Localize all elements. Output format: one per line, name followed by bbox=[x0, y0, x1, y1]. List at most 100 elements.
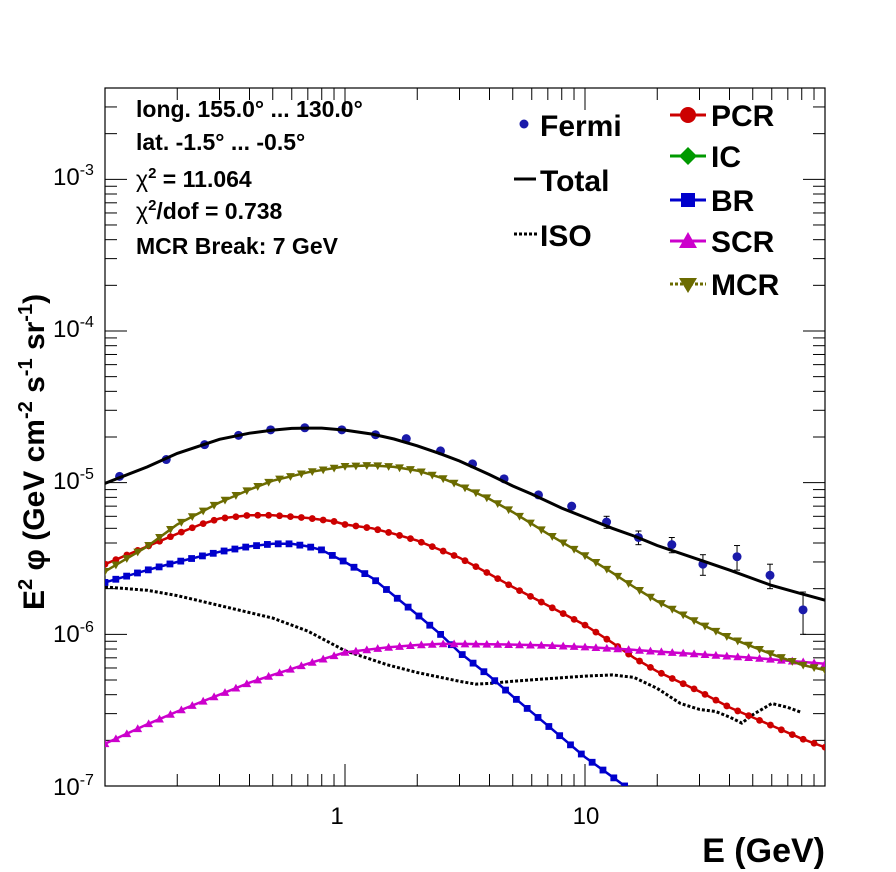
series-pcr bbox=[105, 511, 825, 751]
marker-scr bbox=[678, 648, 688, 657]
marker-scr bbox=[351, 646, 361, 655]
marker-mcr bbox=[471, 489, 481, 498]
marker-mcr bbox=[286, 473, 295, 481]
marker-br bbox=[588, 758, 596, 766]
marker-br bbox=[491, 677, 499, 685]
marker-scr bbox=[105, 739, 110, 748]
marker-mcr bbox=[624, 580, 634, 588]
marker-br bbox=[144, 566, 152, 574]
marker-br bbox=[123, 572, 131, 580]
legend-label-total: Total bbox=[540, 165, 609, 198]
marker-br bbox=[285, 540, 293, 548]
marker-br bbox=[231, 545, 239, 553]
marker-scr bbox=[569, 642, 579, 650]
marker-mcr bbox=[667, 605, 677, 614]
marker-br bbox=[621, 782, 629, 786]
data-point-fermi bbox=[798, 605, 808, 615]
marker-pcr bbox=[788, 731, 796, 738]
marker-scr bbox=[427, 639, 437, 648]
marker-mcr bbox=[722, 633, 732, 641]
marker-mcr bbox=[416, 468, 426, 477]
marker-scr bbox=[471, 639, 481, 648]
marker-mcr bbox=[678, 611, 688, 620]
data-point-fermi bbox=[567, 501, 577, 511]
marker-pcr bbox=[363, 524, 371, 531]
marker-pcr bbox=[647, 664, 654, 671]
marker-scr bbox=[329, 651, 339, 660]
marker-br bbox=[404, 603, 412, 611]
marker-pcr bbox=[777, 726, 785, 734]
legend-marker-ic bbox=[679, 147, 697, 165]
marker-mcr bbox=[351, 462, 361, 471]
marker-br bbox=[253, 542, 260, 550]
marker-pcr bbox=[210, 516, 218, 524]
marker-pcr bbox=[767, 721, 774, 729]
marker-pcr bbox=[756, 716, 763, 724]
legend-marker-br bbox=[681, 193, 695, 207]
marker-mcr bbox=[733, 637, 743, 646]
marker-br bbox=[632, 790, 639, 797]
marker-pcr bbox=[385, 529, 393, 536]
marker-pcr bbox=[276, 512, 283, 520]
marker-pcr bbox=[537, 598, 545, 606]
marker-mcr bbox=[547, 533, 557, 541]
marker-br bbox=[545, 723, 553, 730]
marker-mcr bbox=[493, 500, 503, 509]
marker-pcr bbox=[243, 512, 251, 519]
y-tick-label-1e-7: 10-7 bbox=[53, 772, 94, 801]
marker-mcr bbox=[809, 664, 819, 673]
y-tick-label-1e-6: 10-6 bbox=[53, 619, 94, 648]
marker-scr bbox=[820, 659, 825, 668]
legend-marker-fermi bbox=[519, 119, 529, 129]
info-chi2: χ2 = 11.064 bbox=[136, 165, 252, 192]
marker-br bbox=[523, 705, 531, 712]
marker-pcr bbox=[221, 514, 229, 522]
marker-scr bbox=[133, 724, 143, 733]
marker-scr bbox=[547, 641, 557, 650]
marker-mcr bbox=[166, 526, 175, 534]
marker-mcr bbox=[155, 534, 164, 542]
marker-mcr bbox=[580, 552, 590, 561]
marker-mcr bbox=[482, 494, 492, 503]
series-mcr bbox=[105, 462, 825, 675]
marker-scr bbox=[176, 705, 186, 714]
marker-br bbox=[437, 631, 444, 638]
marker-scr bbox=[362, 645, 372, 654]
marker-mcr bbox=[536, 526, 546, 535]
marker-scr bbox=[482, 639, 492, 648]
marker-scr bbox=[536, 640, 546, 649]
marker-mcr bbox=[591, 559, 601, 567]
marker-mcr bbox=[275, 475, 284, 484]
marker-mcr bbox=[105, 567, 110, 576]
legend-label-mcr: MCR bbox=[711, 269, 780, 302]
legend-marker-mcr bbox=[679, 278, 697, 293]
info-longitude: long. 155.0° ... 130.0° bbox=[136, 96, 363, 122]
marker-pcr bbox=[265, 511, 273, 519]
marker-mcr bbox=[144, 541, 154, 550]
marker-scr bbox=[733, 652, 743, 661]
marker-pcr bbox=[461, 557, 469, 565]
marker-br bbox=[469, 659, 477, 667]
marker-scr bbox=[275, 668, 284, 677]
marker-br bbox=[643, 797, 650, 804]
marker-pcr bbox=[799, 735, 807, 743]
series-iso bbox=[105, 585, 803, 725]
marker-br bbox=[242, 543, 250, 551]
marker-mcr bbox=[635, 587, 644, 595]
marker-br bbox=[166, 560, 174, 568]
marker-pcr bbox=[668, 675, 676, 682]
info-latitude: lat. -1.5° ... -0.5° bbox=[136, 129, 305, 155]
marker-pcr bbox=[199, 520, 207, 528]
marker-scr bbox=[602, 643, 612, 652]
marker-scr bbox=[493, 639, 503, 648]
marker-scr bbox=[515, 640, 524, 649]
marker-scr bbox=[166, 709, 175, 718]
marker-br bbox=[199, 552, 206, 560]
marker-br bbox=[610, 774, 618, 782]
marker-scr bbox=[198, 696, 208, 705]
marker-pcr bbox=[636, 657, 643, 665]
marker-scr bbox=[242, 679, 252, 688]
marker-pcr bbox=[679, 680, 687, 688]
marker-mcr bbox=[798, 661, 808, 670]
marker-scr bbox=[646, 646, 655, 655]
